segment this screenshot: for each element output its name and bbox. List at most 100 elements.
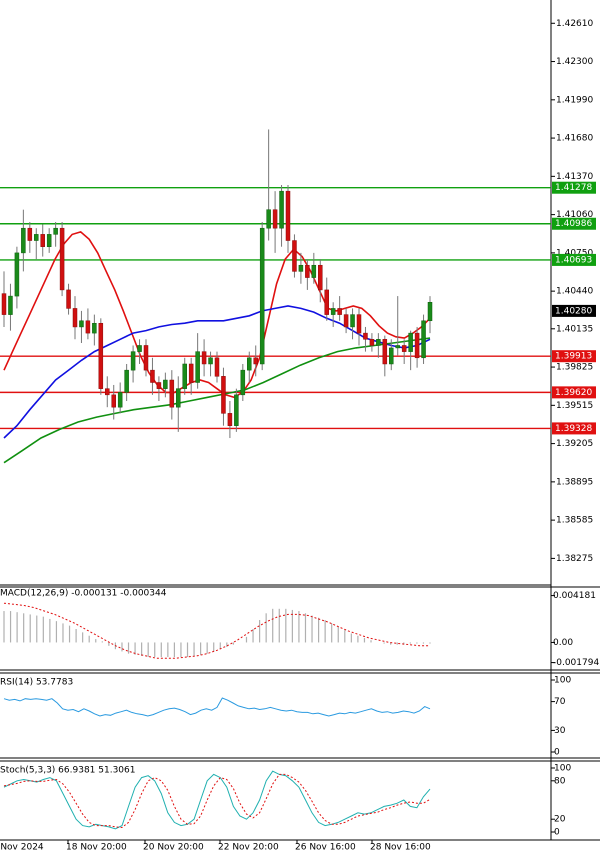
candle-down (343, 314, 349, 328)
price-tick-label: 1.38585 (556, 516, 593, 526)
price-tick-label: 1.40440 (556, 287, 593, 297)
candle-up (234, 394, 239, 426)
candle-up (195, 351, 200, 383)
resistance-label: 1.40693 (555, 255, 592, 265)
candle-up (130, 351, 136, 371)
candle-down (150, 369, 155, 383)
candle-up (137, 345, 142, 352)
candle-up (350, 314, 355, 328)
moving-average-line (3, 231, 431, 399)
moving-average-line (3, 337, 431, 464)
resistance-label-box (552, 253, 596, 266)
price-tick-label: 1.42300 (556, 57, 593, 67)
candle-up (240, 369, 246, 396)
support-label: 1.39328 (555, 424, 592, 434)
stoch-tick-label: 20 (554, 815, 566, 825)
rsi-tick-label: 30 (554, 726, 566, 736)
candle-up (279, 190, 284, 229)
candle-down (356, 314, 362, 334)
macd-label: MACD(12,26,9) -0.000131 -0.000344 (0, 589, 167, 599)
candle-down (156, 382, 162, 389)
price-tick-label: 1.40135 (556, 324, 593, 334)
rsi-panel: RSI(14) 53.7783 100 70 30 0 (0, 676, 571, 758)
macd-tick-label: 0.004181 (553, 591, 596, 601)
candle-up (46, 234, 52, 247)
candle-down (188, 363, 194, 383)
rsi-tick-label: 0 (554, 748, 560, 758)
price-tick-label: 1.39205 (556, 439, 593, 449)
candle-down (105, 388, 110, 396)
candle-up (330, 308, 336, 315)
support-label-box (552, 350, 596, 363)
candle-up (266, 209, 271, 229)
current-price-label: 1.40280 (555, 306, 592, 316)
price-tick-label: 1.38895 (556, 477, 593, 487)
candle-up (421, 320, 426, 359)
candle-down (169, 379, 175, 408)
candle-down (414, 332, 420, 359)
candle-up (34, 234, 39, 241)
support-label-box (552, 386, 596, 399)
resistance-label: 1.41278 (555, 183, 592, 193)
candle-down (59, 227, 65, 291)
candle-down (27, 227, 33, 241)
stoch-tick-label: 100 (554, 764, 571, 774)
candle-down (285, 190, 291, 241)
candle-down (40, 234, 45, 247)
price-tick-label: 1.42610 (556, 19, 593, 29)
candle-up (395, 345, 400, 349)
candle-up (8, 295, 13, 315)
stoch-label: Stoch(5,3,3) 66.9381 51.3061 (0, 766, 135, 776)
stochastic-panel: Stoch(5,3,3) 66.9381 51.3061 100 80 20 0 (0, 764, 571, 838)
candle-down (85, 320, 91, 334)
price-tick-label: 1.38275 (556, 554, 593, 564)
support-label-box (552, 422, 596, 435)
candle-down (201, 351, 207, 365)
candle-up (376, 339, 381, 346)
candle-down (337, 308, 342, 315)
time-axis: 15 Nov 2024 18 Nov 20:00 20 Nov 20:00 22 No… (0, 840, 431, 853)
candle-up (163, 379, 168, 389)
candle-down (66, 289, 71, 309)
candle-down (401, 345, 407, 352)
stoch-tick-label: 0 (554, 828, 560, 838)
candlesticks (1, 129, 433, 439)
candle-down (98, 322, 104, 389)
candle-down (143, 345, 149, 371)
candle-down (369, 339, 375, 346)
candle-down (72, 308, 78, 328)
candle-up (298, 264, 304, 272)
price-tick-label: 1.39825 (556, 363, 593, 373)
candle-up (408, 332, 413, 352)
candle-up (208, 357, 213, 365)
price-tick-label: 1.41680 (556, 134, 593, 144)
candle-up (259, 227, 265, 365)
time-tick-label: 28 Nov 16:00 (370, 843, 431, 853)
rsi-line (3, 697, 431, 717)
candle-down (221, 376, 226, 414)
candle-down (305, 264, 310, 278)
macd-tick-label: -0.001794 (553, 658, 599, 668)
rsi-tick-label: 70 (554, 697, 566, 707)
candle-up (176, 388, 181, 408)
candle-down (214, 357, 220, 377)
resistance-label-box (552, 181, 596, 194)
candle-up (117, 392, 123, 408)
candle-up (247, 357, 252, 371)
resistance-label-box (552, 217, 596, 230)
time-tick-label: 20 Nov 20:00 (143, 843, 204, 853)
candle-up (427, 302, 433, 322)
candle-down (1, 293, 7, 315)
time-tick-label: 18 Nov 20:00 (66, 843, 127, 853)
rsi-label: RSI(14) 53.7783 (0, 678, 73, 688)
candle-down (324, 289, 329, 315)
candle-up (124, 369, 129, 393)
candle-up (311, 264, 317, 278)
rsi-tick-label: 100 (554, 676, 571, 686)
candle-up (21, 227, 26, 254)
price-levels (0, 187, 551, 430)
resistance-label: 1.40986 (555, 219, 592, 229)
price-tick-label: 1.41370 (556, 172, 593, 182)
